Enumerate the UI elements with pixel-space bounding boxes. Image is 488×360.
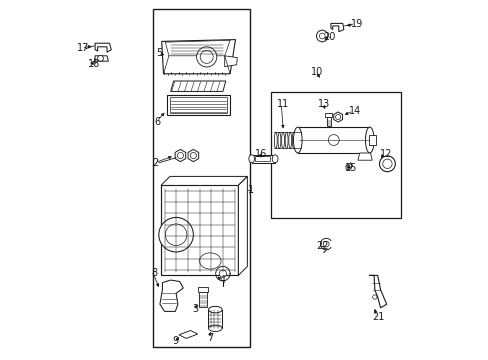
Text: 20: 20 (322, 32, 335, 42)
Text: 1: 1 (247, 185, 254, 195)
Polygon shape (346, 163, 352, 169)
Ellipse shape (208, 325, 222, 332)
Text: 5: 5 (156, 48, 162, 58)
Polygon shape (170, 81, 225, 91)
Bar (325, 113, 332, 117)
Ellipse shape (199, 253, 221, 269)
Circle shape (316, 30, 327, 42)
Polygon shape (95, 56, 108, 61)
Text: 6: 6 (154, 117, 160, 127)
Polygon shape (160, 280, 183, 311)
Bar (368, 135, 375, 145)
Bar (208, 310, 222, 328)
Bar (297, 127, 369, 153)
Text: 18: 18 (88, 59, 100, 69)
Circle shape (177, 153, 183, 158)
Bar (197, 287, 208, 292)
Text: 17: 17 (77, 43, 89, 53)
Bar (167, 95, 230, 115)
Circle shape (372, 295, 376, 299)
Text: 3: 3 (192, 304, 198, 314)
Polygon shape (330, 23, 343, 32)
Circle shape (200, 50, 213, 63)
Circle shape (190, 153, 196, 158)
Circle shape (319, 33, 325, 39)
Polygon shape (224, 56, 237, 67)
Circle shape (382, 159, 391, 168)
Bar (271, 92, 400, 218)
Polygon shape (188, 149, 198, 162)
Circle shape (159, 217, 193, 252)
Bar (255, 156, 269, 161)
Text: 9: 9 (172, 336, 178, 346)
Text: 11: 11 (276, 99, 288, 109)
Text: 14: 14 (348, 106, 361, 116)
Ellipse shape (295, 132, 298, 148)
Circle shape (196, 47, 216, 67)
Ellipse shape (365, 127, 373, 153)
Ellipse shape (281, 132, 284, 148)
Bar (152, 9, 249, 347)
Circle shape (346, 164, 351, 168)
Polygon shape (357, 153, 371, 160)
Circle shape (165, 224, 186, 246)
Bar (251, 155, 275, 163)
Polygon shape (238, 176, 247, 275)
Circle shape (335, 114, 340, 120)
Ellipse shape (277, 132, 280, 148)
Bar (199, 292, 206, 307)
Polygon shape (95, 43, 111, 52)
Circle shape (379, 156, 394, 172)
Polygon shape (162, 40, 235, 74)
Ellipse shape (288, 132, 291, 148)
Ellipse shape (285, 132, 287, 148)
Ellipse shape (272, 155, 277, 163)
Ellipse shape (274, 132, 277, 148)
Ellipse shape (248, 155, 254, 163)
Text: 12: 12 (379, 149, 391, 159)
Bar (170, 97, 227, 113)
Polygon shape (165, 40, 230, 56)
Ellipse shape (293, 127, 302, 153)
Text: 13: 13 (318, 99, 330, 109)
Polygon shape (175, 149, 185, 162)
Polygon shape (161, 176, 247, 185)
Text: 15: 15 (344, 163, 356, 174)
Polygon shape (179, 330, 197, 338)
Text: 19: 19 (350, 19, 362, 30)
Text: 4: 4 (219, 275, 225, 285)
Text: 7: 7 (206, 333, 212, 343)
Text: 10: 10 (310, 67, 323, 77)
Circle shape (328, 135, 339, 145)
Text: 21: 21 (371, 312, 384, 322)
Text: 2: 2 (152, 158, 159, 168)
Polygon shape (333, 112, 342, 122)
Ellipse shape (208, 306, 222, 313)
Circle shape (98, 55, 103, 61)
Polygon shape (368, 275, 386, 308)
Text: 16: 16 (254, 149, 266, 159)
Bar (326, 117, 330, 126)
Text: 22: 22 (315, 240, 327, 251)
Circle shape (323, 241, 328, 247)
Text: 8: 8 (151, 268, 157, 278)
Circle shape (219, 270, 226, 277)
Bar (161, 185, 238, 275)
Ellipse shape (292, 132, 295, 148)
